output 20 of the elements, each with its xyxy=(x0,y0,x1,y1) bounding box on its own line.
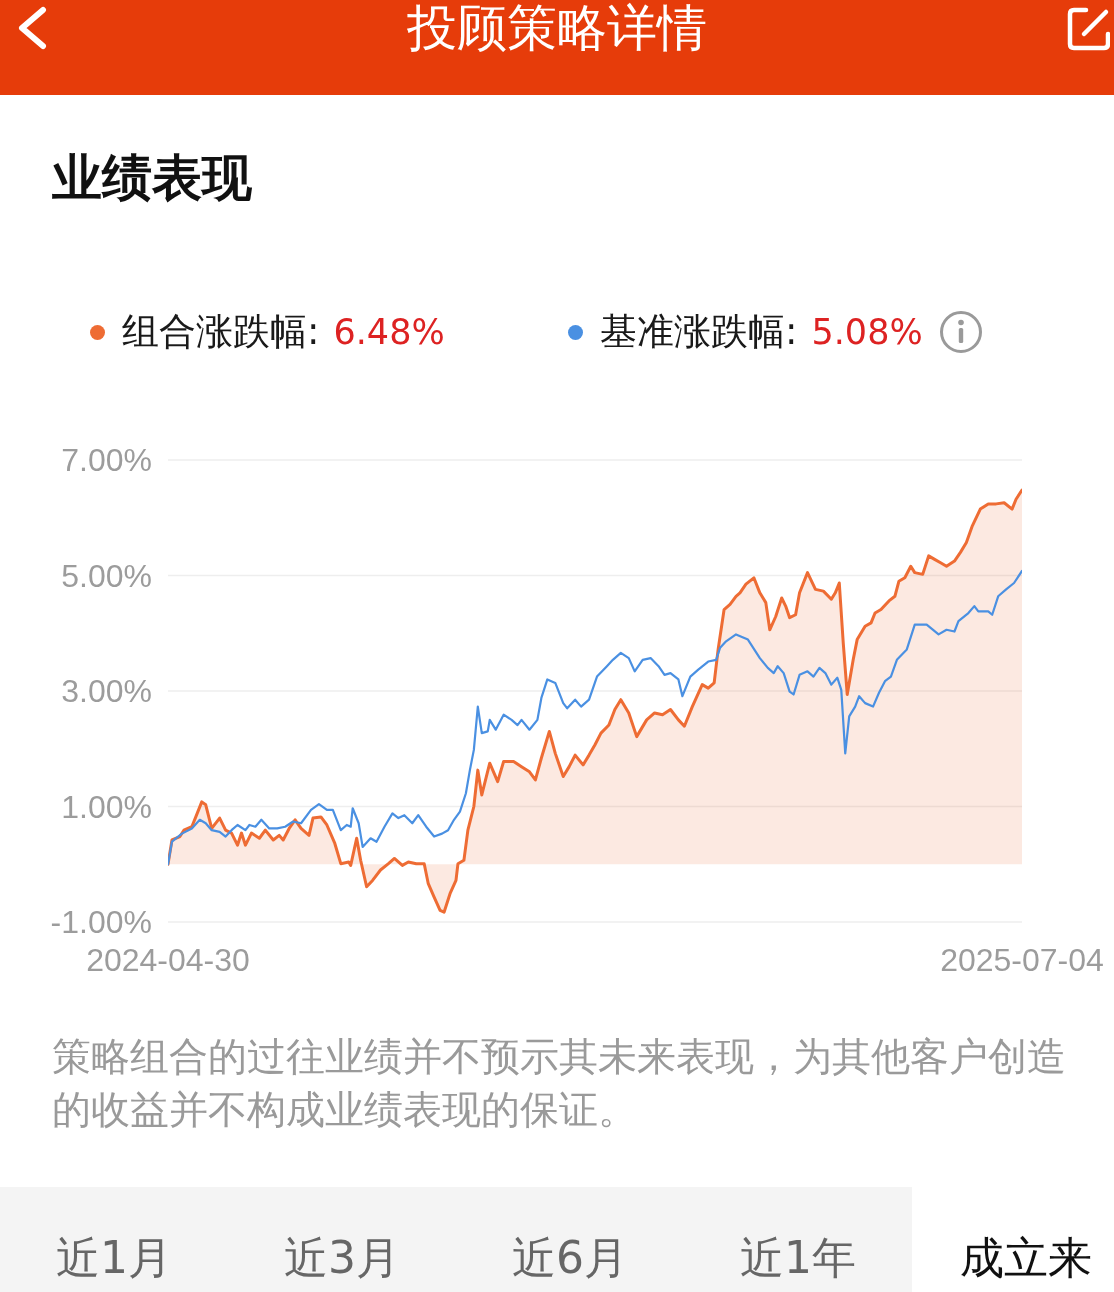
chart-title: 投顾策略详情 xyxy=(407,0,707,57)
text: 近1年 xyxy=(740,1231,856,1285)
x-tick-label: 2025-07-04 xyxy=(940,942,1104,978)
y-tick-label: 5.00% xyxy=(61,557,152,594)
line-series xyxy=(168,569,1022,866)
y-tick-label: 3.00% xyxy=(61,673,152,709)
text: 策略组合的过往业绩并不预示其未来表现，为其他客户创造的收益并不构成业绩表现的保证。 xyxy=(52,1033,1066,1134)
chart-subtitle: 业绩表现 xyxy=(52,148,252,208)
text: 近3月 xyxy=(284,1231,400,1285)
text: 近1月 xyxy=(56,1231,172,1285)
y-tick-label: -1.00% xyxy=(50,904,152,940)
y-tick-label: 7.00% xyxy=(61,442,152,478)
text: 5.08% xyxy=(811,312,923,352)
text: 成立来 xyxy=(960,1231,1092,1285)
legend-label: 基准涨跌幅: xyxy=(600,309,798,355)
text: 近6月 xyxy=(512,1231,628,1285)
y-tick-label: 1.00% xyxy=(61,788,152,825)
text: 6.48% xyxy=(333,312,445,352)
x-tick-label: 2024-04-30 xyxy=(86,942,250,978)
legend-label: 组合涨跌幅: xyxy=(122,309,320,355)
